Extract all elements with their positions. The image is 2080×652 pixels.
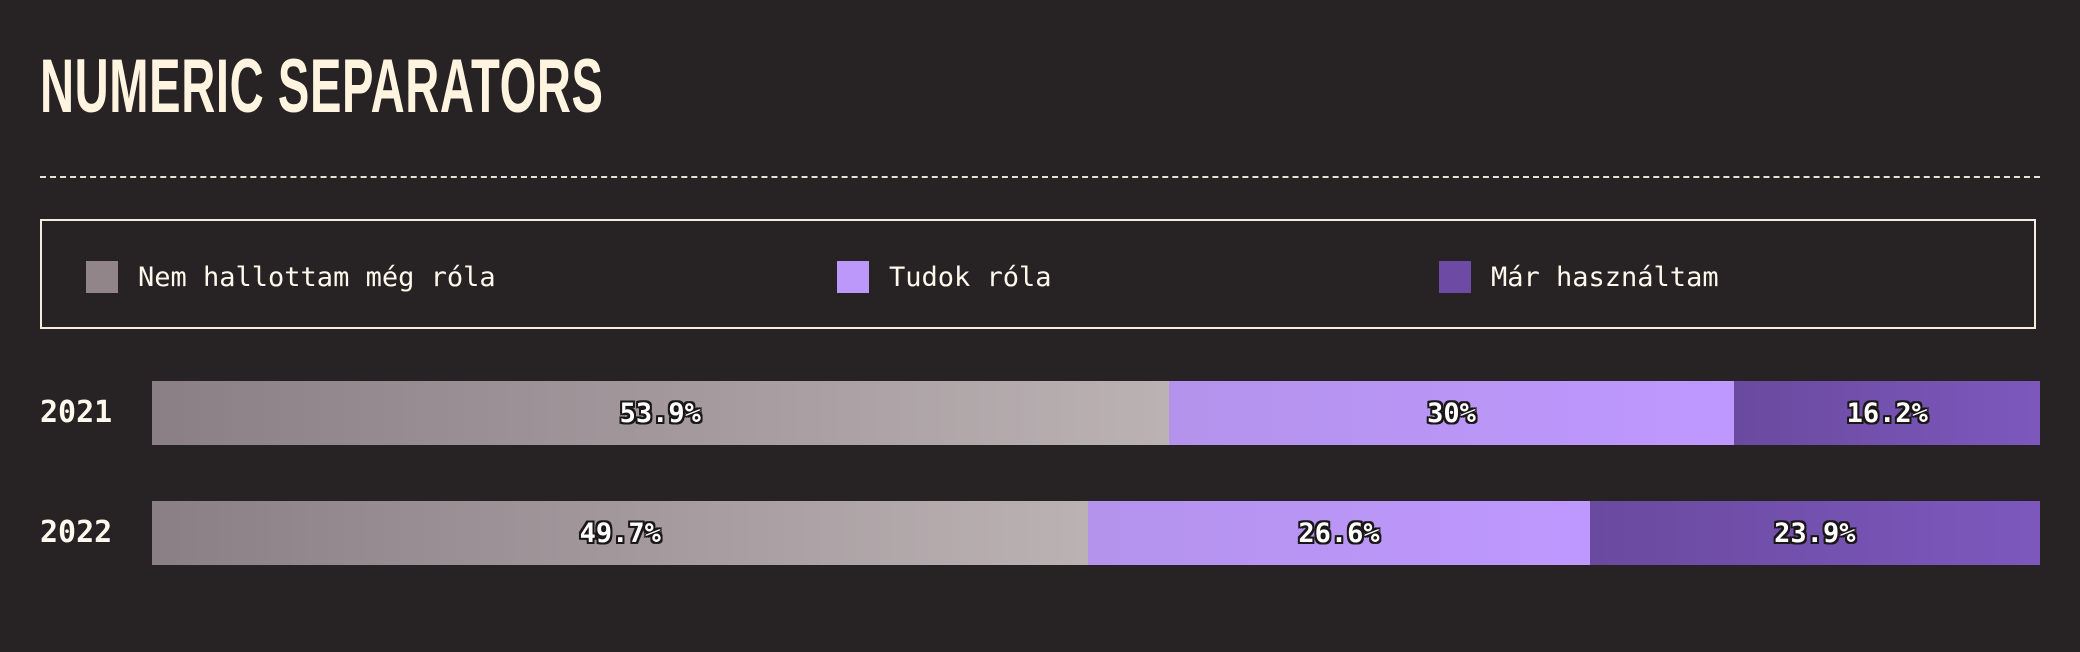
- title-divider: [40, 176, 2040, 178]
- bar-value-label: 23.9%: [1774, 517, 1856, 549]
- bar-value-label: 26.6%: [1298, 517, 1380, 549]
- bar-value-label: 30%: [1427, 397, 1476, 429]
- bar-value-label: 49.7%: [579, 517, 661, 549]
- bar-value-label: 16.2%: [1846, 397, 1928, 429]
- legend-label: Nem hallottam még róla: [138, 261, 496, 293]
- legend-label: Tudok róla: [889, 261, 1052, 293]
- legend-swatch: [837, 261, 869, 293]
- bar-segment: 30%: [1168, 381, 1735, 445]
- bar-segment: 23.9%: [1589, 501, 2040, 565]
- bar-segment: 49.7%: [152, 501, 1089, 565]
- stacked-bar-2021: 53.9% 30% 16.2%: [152, 381, 2040, 445]
- legend-swatch: [86, 261, 118, 293]
- bar-segment: 16.2%: [1734, 381, 2040, 445]
- chart-title: NUMERIC SEPARATORS: [40, 44, 604, 129]
- legend: Nem hallottam még róla Tudok róla Már ha…: [40, 219, 2036, 329]
- bar-segment: 26.6%: [1088, 501, 1590, 565]
- bar-segment: 53.9%: [152, 381, 1169, 445]
- legend-label: Már használtam: [1491, 261, 1719, 293]
- legend-item-know-about[interactable]: Tudok róla: [837, 261, 1052, 293]
- legend-item-used-it[interactable]: Már használtam: [1439, 261, 1719, 293]
- stacked-bar-2022: 49.7% 26.6% 23.9%: [152, 501, 2040, 565]
- legend-swatch: [1439, 261, 1471, 293]
- row-label-2022: 2022: [40, 515, 113, 550]
- bar-value-label: 53.9%: [619, 397, 701, 429]
- legend-item-never-heard[interactable]: Nem hallottam még róla: [86, 261, 496, 293]
- row-label-2021: 2021: [40, 395, 113, 430]
